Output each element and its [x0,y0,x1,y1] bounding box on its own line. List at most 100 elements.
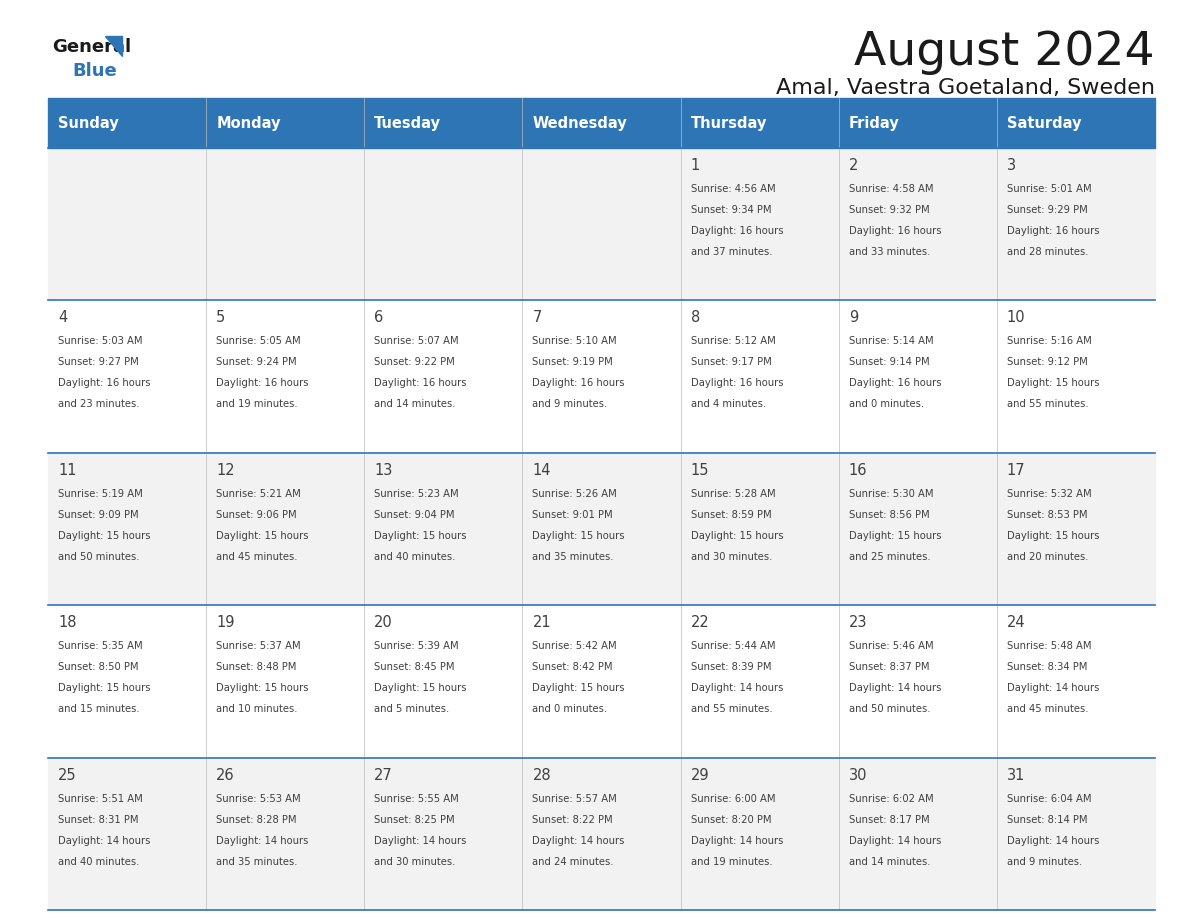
Text: 16: 16 [848,463,867,477]
Text: Sunrise: 5:32 AM: Sunrise: 5:32 AM [1007,488,1092,498]
Text: Sunset: 8:22 PM: Sunset: 8:22 PM [532,814,613,824]
Text: Sunrise: 5:51 AM: Sunrise: 5:51 AM [58,793,143,803]
Text: Sunrise: 5:28 AM: Sunrise: 5:28 AM [690,488,776,498]
Text: 8: 8 [690,310,700,325]
Text: and 40 minutes.: and 40 minutes. [58,856,139,867]
Text: 7: 7 [532,310,542,325]
Text: Daylight: 14 hours: Daylight: 14 hours [848,683,941,693]
Text: 30: 30 [848,767,867,783]
Text: Sunset: 9:27 PM: Sunset: 9:27 PM [58,357,139,367]
Text: Tuesday: Tuesday [374,116,441,130]
Bar [48,605,1155,757]
Text: and 19 minutes.: and 19 minutes. [216,399,298,409]
Text: Sunrise: 4:56 AM: Sunrise: 4:56 AM [690,184,776,194]
Text: Daylight: 16 hours: Daylight: 16 hours [690,378,783,388]
Text: and 23 minutes.: and 23 minutes. [58,399,139,409]
Text: 27: 27 [374,767,393,783]
Bar [48,148,1155,300]
Text: Daylight: 15 hours: Daylight: 15 hours [374,531,467,541]
Text: Sunset: 8:53 PM: Sunset: 8:53 PM [1007,509,1087,520]
Text: Sunset: 9:04 PM: Sunset: 9:04 PM [374,509,455,520]
Text: Daylight: 16 hours: Daylight: 16 hours [848,378,941,388]
Text: and 20 minutes.: and 20 minutes. [1007,552,1088,562]
Polygon shape [105,36,122,56]
Text: and 55 minutes.: and 55 minutes. [1007,399,1088,409]
Text: Daylight: 15 hours: Daylight: 15 hours [532,531,625,541]
Text: Sunset: 8:20 PM: Sunset: 8:20 PM [690,814,771,824]
Text: Sunset: 9:12 PM: Sunset: 9:12 PM [1007,357,1087,367]
Text: and 45 minutes.: and 45 minutes. [1007,704,1088,714]
Text: Daylight: 16 hours: Daylight: 16 hours [848,226,941,236]
Text: Sunrise: 5:48 AM: Sunrise: 5:48 AM [1007,641,1092,651]
Text: Daylight: 15 hours: Daylight: 15 hours [532,683,625,693]
Text: and 19 minutes.: and 19 minutes. [690,856,772,867]
Text: Sunset: 9:34 PM: Sunset: 9:34 PM [690,205,771,215]
Text: Sunset: 8:14 PM: Sunset: 8:14 PM [1007,814,1087,824]
Text: Sunset: 8:17 PM: Sunset: 8:17 PM [848,814,929,824]
Text: Sunset: 9:29 PM: Sunset: 9:29 PM [1007,205,1087,215]
Text: and 55 minutes.: and 55 minutes. [690,704,772,714]
Text: Sunset: 8:31 PM: Sunset: 8:31 PM [58,814,139,824]
Text: Daylight: 14 hours: Daylight: 14 hours [690,835,783,845]
Text: and 28 minutes.: and 28 minutes. [1007,247,1088,257]
Text: Sunday: Sunday [58,116,119,130]
Text: Daylight: 15 hours: Daylight: 15 hours [216,531,309,541]
Text: Sunrise: 6:02 AM: Sunrise: 6:02 AM [848,793,934,803]
Text: Sunset: 8:42 PM: Sunset: 8:42 PM [532,662,613,672]
Text: 13: 13 [374,463,393,477]
Bar [48,453,1155,605]
Text: 2: 2 [848,158,858,173]
Text: Sunrise: 5:12 AM: Sunrise: 5:12 AM [690,336,776,346]
Text: Sunrise: 5:26 AM: Sunrise: 5:26 AM [532,488,618,498]
Text: Sunrise: 5:03 AM: Sunrise: 5:03 AM [58,336,143,346]
Text: Daylight: 14 hours: Daylight: 14 hours [374,835,467,845]
Text: Daylight: 16 hours: Daylight: 16 hours [532,378,625,388]
Text: 23: 23 [848,615,867,630]
Text: Blue: Blue [72,62,116,80]
Text: Sunset: 9:01 PM: Sunset: 9:01 PM [532,509,613,520]
Text: Sunrise: 5:14 AM: Sunrise: 5:14 AM [848,336,934,346]
Bar [48,757,1155,910]
Text: Amal, Vaestra Goetaland, Sweden: Amal, Vaestra Goetaland, Sweden [776,78,1155,98]
Text: Sunrise: 5:44 AM: Sunrise: 5:44 AM [690,641,775,651]
Text: Sunrise: 5:53 AM: Sunrise: 5:53 AM [216,793,301,803]
Text: and 30 minutes.: and 30 minutes. [374,856,456,867]
Text: Daylight: 14 hours: Daylight: 14 hours [1007,683,1099,693]
Text: 9: 9 [848,310,858,325]
Text: 20: 20 [374,615,393,630]
Text: 17: 17 [1007,463,1025,477]
Text: and 14 minutes.: and 14 minutes. [374,399,456,409]
Text: Sunrise: 5:39 AM: Sunrise: 5:39 AM [374,641,459,651]
Text: Daylight: 14 hours: Daylight: 14 hours [848,835,941,845]
Text: Daylight: 14 hours: Daylight: 14 hours [532,835,625,845]
Text: Sunrise: 5:10 AM: Sunrise: 5:10 AM [532,336,617,346]
Text: 12: 12 [216,463,235,477]
Text: Sunset: 9:17 PM: Sunset: 9:17 PM [690,357,771,367]
Text: Sunset: 9:24 PM: Sunset: 9:24 PM [216,357,297,367]
Text: Daylight: 15 hours: Daylight: 15 hours [58,683,151,693]
Text: Daylight: 16 hours: Daylight: 16 hours [374,378,467,388]
Text: Wednesday: Wednesday [532,116,627,130]
Text: and 50 minutes.: and 50 minutes. [848,704,930,714]
Text: 6: 6 [374,310,384,325]
Text: 5: 5 [216,310,226,325]
Text: Daylight: 16 hours: Daylight: 16 hours [58,378,151,388]
Text: Sunrise: 6:00 AM: Sunrise: 6:00 AM [690,793,775,803]
Text: Sunset: 9:32 PM: Sunset: 9:32 PM [848,205,929,215]
Text: Sunset: 8:37 PM: Sunset: 8:37 PM [848,662,929,672]
Text: 24: 24 [1007,615,1025,630]
Text: Sunrise: 5:55 AM: Sunrise: 5:55 AM [374,793,459,803]
Text: and 40 minutes.: and 40 minutes. [374,552,456,562]
Text: Daylight: 15 hours: Daylight: 15 hours [848,531,941,541]
Text: and 25 minutes.: and 25 minutes. [848,552,930,562]
Text: Sunrise: 5:57 AM: Sunrise: 5:57 AM [532,793,618,803]
Text: Daylight: 15 hours: Daylight: 15 hours [216,683,309,693]
Text: 21: 21 [532,615,551,630]
Text: and 33 minutes.: and 33 minutes. [848,247,930,257]
Text: General: General [52,38,131,56]
Text: and 5 minutes.: and 5 minutes. [374,704,449,714]
Text: 18: 18 [58,615,76,630]
Text: Sunset: 8:56 PM: Sunset: 8:56 PM [848,509,929,520]
Text: 29: 29 [690,767,709,783]
Text: and 0 minutes.: and 0 minutes. [532,704,607,714]
